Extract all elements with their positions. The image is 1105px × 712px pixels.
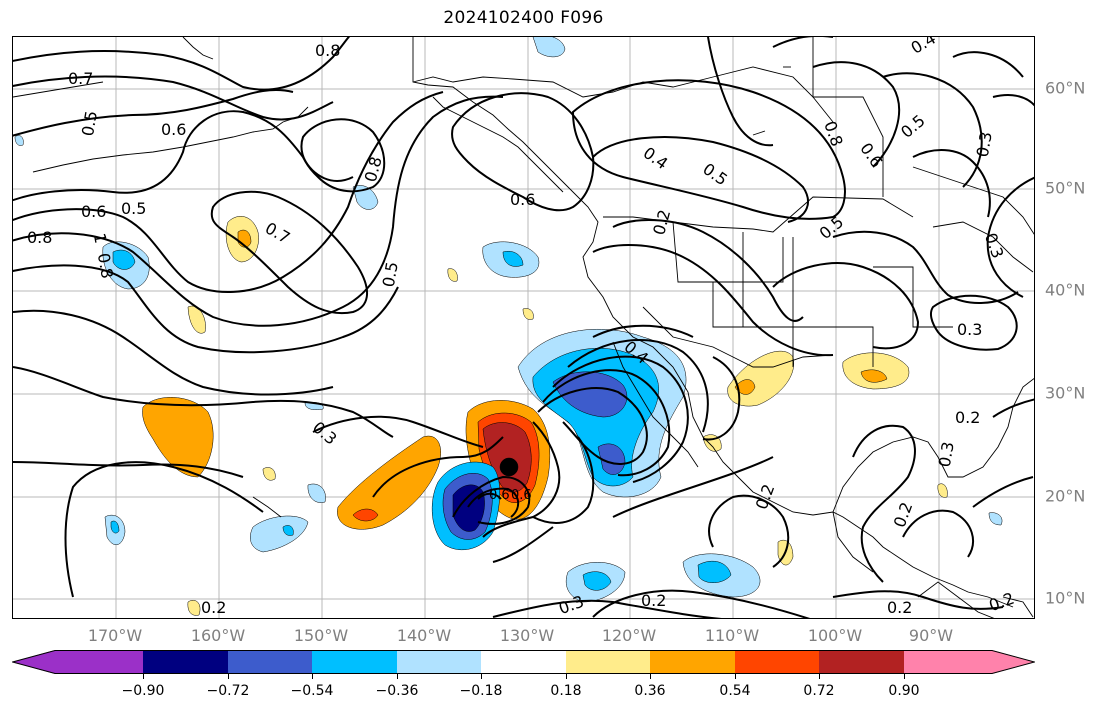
contour-label: 0.2 <box>201 598 226 617</box>
contour-label: 0.6 <box>510 190 535 209</box>
contour-label: 0.6 <box>161 120 186 139</box>
colorbar-label: 0.36 <box>634 683 666 699</box>
colorbar-label: 0.18 <box>550 683 582 699</box>
contour-label: 0.5 <box>121 199 146 218</box>
lat-label-50n: 50°N <box>1045 178 1086 198</box>
contour-label: 1 <box>90 232 110 245</box>
contour-label: 0.6 <box>489 488 510 503</box>
lon-label-150w: 150°W <box>293 626 349 645</box>
colorbar-label: −0.90 <box>121 683 165 699</box>
colorbar-segment <box>650 650 736 674</box>
contour-label: 0.3 <box>981 230 1008 260</box>
contour-label: 0.4 <box>908 37 940 58</box>
lon-label-100w: 100°W <box>807 626 863 645</box>
colorbar-label: 0.72 <box>803 683 835 699</box>
contour-label: 0.6 <box>81 202 106 221</box>
lat-label-60n: 60°N <box>1045 78 1086 98</box>
lon-label-140w: 140°W <box>396 626 452 645</box>
lon-label-160w: 160°W <box>190 626 246 645</box>
colorbar-extend-low <box>12 650 143 674</box>
contour-label: 0.8 <box>361 154 386 184</box>
contour-label: 0.2 <box>887 598 912 617</box>
lon-label-120w: 120°W <box>601 626 657 645</box>
lat-label-30n: 30°N <box>1045 383 1086 403</box>
colorbar-label: −0.54 <box>290 683 334 699</box>
contour-label: 0.2 <box>955 408 980 427</box>
colorbar-segment <box>312 650 398 674</box>
colorbar-label: −0.72 <box>206 683 250 699</box>
contour-label: 0.5 <box>379 260 402 288</box>
contour-label: 0.4 <box>640 143 672 173</box>
lat-label-40n: 40°N <box>1045 280 1086 300</box>
colorbar-label: 0.54 <box>719 683 751 699</box>
colorbar <box>12 650 1035 674</box>
contour-labels: 0.8 0.7 0.5 0.6 0.8 0.7 0.6 0.5 0.8 1 0.… <box>27 37 1017 618</box>
colorbar-extend-high <box>904 650 1035 674</box>
contour-label: 0.2 <box>649 208 674 238</box>
contour-label: 0.5 <box>897 111 929 142</box>
contour-label: 0.2 <box>986 589 1016 616</box>
colorbar-segment <box>143 650 229 674</box>
lon-label-110w: 110°W <box>704 626 760 645</box>
colorbar-label: 0.90 <box>888 683 920 699</box>
contour-label: 0.3 <box>935 440 958 468</box>
colorbar-segment <box>566 650 651 674</box>
map-title: 2024102400 F096 <box>443 8 604 28</box>
contour-label: 0.2 <box>641 591 666 610</box>
contour-label: 0.8 <box>315 41 340 60</box>
contour-label: 0.8 <box>27 228 52 247</box>
contour-label: 0.2 <box>890 500 917 530</box>
contour-label: 0.7 <box>68 69 93 88</box>
lat-label-10n: 10°N <box>1045 588 1086 608</box>
lon-label-90w: 90°W <box>908 626 954 645</box>
map-svg: 0.8 0.7 0.5 0.6 0.8 0.7 0.6 0.5 0.8 1 0.… <box>13 37 1034 618</box>
contour-label: 0.5 <box>78 109 101 137</box>
contour-label: 0.6 <box>856 139 886 171</box>
colorbar-segment <box>735 650 820 674</box>
contour-label: 0.3 <box>957 320 982 339</box>
contour-label: 0.8 <box>820 119 847 149</box>
colorbar-segment <box>397 650 482 674</box>
map-panel: 0.8 0.7 0.5 0.6 0.8 0.7 0.6 0.5 0.8 1 0.… <box>12 36 1035 619</box>
colorbar-segment <box>481 650 567 674</box>
lon-label-130w: 130°W <box>499 626 555 645</box>
contour-label: 0.7 <box>262 218 294 247</box>
colorbar-outline <box>12 650 1035 674</box>
lat-label-20n: 20°N <box>1045 486 1086 506</box>
contour-label: 0.5 <box>699 159 731 189</box>
contour-lines <box>13 37 1034 618</box>
contour-label: 0.6 <box>511 488 532 503</box>
contour-label: 0.5 <box>816 212 848 243</box>
contour-label: 0.3 <box>973 130 996 158</box>
colorbar-label: −0.36 <box>375 683 419 699</box>
contour-label: 0.8 <box>94 252 117 280</box>
colorbar-segment <box>228 650 313 674</box>
lon-label-170w: 170°W <box>87 626 143 645</box>
colorbar-label: −0.18 <box>459 683 503 699</box>
colorbar-segment <box>819 650 905 674</box>
